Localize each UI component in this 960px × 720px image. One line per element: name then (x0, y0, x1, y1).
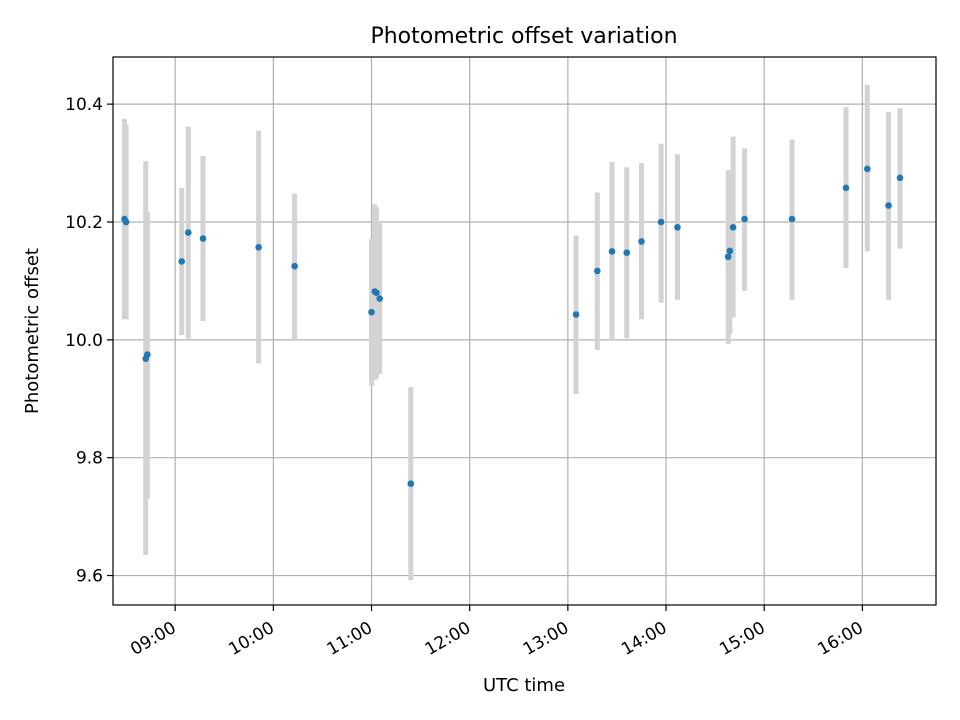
data-point (291, 262, 298, 270)
data-point (122, 218, 130, 226)
y-tick-label: 10.4 (65, 95, 103, 115)
data-point (741, 215, 748, 223)
data-point (863, 165, 871, 173)
x-axis-label: UTC time (483, 675, 565, 696)
data-point (657, 218, 665, 226)
x-tick-label: 15:00 (716, 618, 768, 660)
data-point (608, 248, 616, 255)
data-point (896, 174, 904, 182)
x-tick-label: 14:00 (618, 618, 670, 660)
grid-lines (113, 57, 936, 605)
y-axis-label: Photometric offset (22, 248, 43, 414)
data-point (184, 229, 192, 236)
data-point (144, 351, 151, 358)
x-tick-label: 11:00 (324, 618, 376, 660)
data-point (788, 215, 796, 223)
x-tick-label: 16:00 (814, 618, 866, 660)
x-tick-label: 12:00 (422, 618, 474, 660)
data-point (178, 258, 186, 265)
data-point (255, 244, 262, 251)
x-tick-label: 13:00 (520, 618, 572, 660)
data-point (729, 223, 737, 231)
y-tick-label: 10.2 (65, 213, 103, 233)
data-point (726, 247, 734, 255)
data-point (373, 289, 380, 296)
data-point (368, 308, 375, 316)
data-point (885, 202, 892, 209)
data-point (376, 295, 383, 302)
data-point (638, 238, 645, 245)
data-point (623, 249, 631, 256)
y-tick-label: 10.0 (65, 331, 103, 351)
x-tick-label: 09:00 (127, 618, 179, 660)
data-point (594, 267, 601, 275)
data-point (724, 253, 732, 261)
chart-title: Photometric offset variation (370, 24, 677, 49)
y-tick-label: 9.8 (76, 449, 103, 469)
plot-frame (112, 56, 937, 606)
data-point (407, 480, 415, 487)
data-point (572, 311, 580, 318)
data-point (199, 235, 207, 242)
data-point (842, 184, 850, 192)
y-axis-ticks: 9.6 9.8 10.0 10.2 10.4 (65, 95, 113, 587)
data-points (121, 165, 904, 487)
data-point (674, 223, 681, 231)
x-tick-label: 10:00 (225, 618, 277, 660)
y-tick-label: 9.6 (76, 567, 103, 587)
x-axis-ticks: 09:00 10:00 11:00 12:00 13:00 14:00 15:00 16:00 (127, 605, 867, 660)
error-bars (121, 84, 903, 581)
